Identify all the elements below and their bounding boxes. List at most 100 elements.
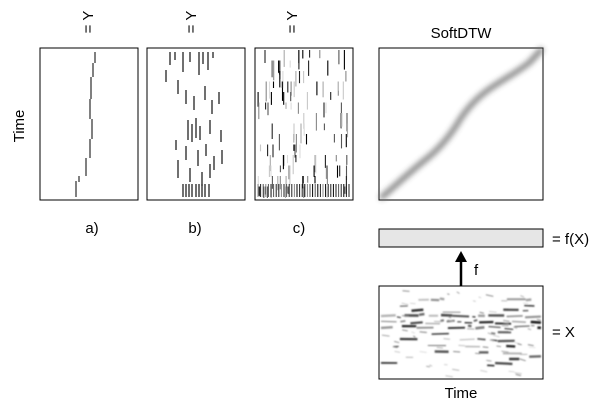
- panel-a-alignment: [39, 47, 139, 201]
- spectrogram-stroke: [519, 358, 526, 362]
- spectrogram-stroke: [478, 296, 482, 299]
- spectrogram-stroke: [506, 344, 516, 348]
- spectrogram-stroke: [401, 302, 409, 306]
- panel-b-y-label: = Y: [183, 11, 200, 34]
- spectrogram-stroke: [429, 364, 433, 367]
- spectrogram-stroke: [475, 352, 481, 355]
- spectrogram-stroke: [506, 315, 523, 318]
- spectrogram-stroke: [452, 368, 460, 371]
- spectrogram-frame: [378, 285, 544, 380]
- spectrogram-stroke: [488, 325, 501, 329]
- spectrogram-stroke: [527, 344, 534, 347]
- panel-b-caption: b): [188, 220, 201, 237]
- input-spectrogram: [378, 285, 544, 380]
- spectrogram-stroke: [486, 359, 490, 362]
- panel-c-alignment: [254, 47, 354, 201]
- spectrogram-stroke: [517, 343, 522, 346]
- spectrogram-stroke: [487, 332, 493, 335]
- spectrogram-stroke: [411, 331, 416, 334]
- panel-b-frame: [146, 47, 246, 201]
- spectrogram-stroke: [492, 334, 500, 338]
- x-label: = X: [552, 324, 575, 341]
- spectrogram-stroke: [527, 328, 532, 331]
- spectrogram-stroke: [530, 320, 542, 324]
- spectrogram-stroke: [380, 314, 396, 318]
- fx-feature-bar: [378, 228, 544, 248]
- spectrogram-stroke: [443, 338, 451, 340]
- spectrogram-stroke: [401, 315, 410, 317]
- panel-a-caption: a): [85, 220, 98, 237]
- spectrogram-stroke: [380, 320, 397, 323]
- spectrogram-stroke: [413, 335, 416, 338]
- mapping-f-label: f: [474, 262, 479, 279]
- spectrogram-stroke: [381, 334, 390, 337]
- panel-b-alignment-marks: [165, 52, 223, 197]
- time-axis-label-vertical: Time: [11, 110, 28, 143]
- spectrogram-stroke: [477, 337, 486, 341]
- spectrogram-stroke: [501, 350, 509, 353]
- softdtw-soft-path: [379, 47, 544, 200]
- spectrogram-stroke: [514, 325, 530, 328]
- spectrogram-stroke: [525, 315, 541, 319]
- spectrogram-stroke: [473, 319, 478, 322]
- panel-c-alignment-marks: [257, 50, 350, 198]
- spectrogram-stroke: [447, 293, 450, 296]
- spectrogram-stroke: [520, 295, 525, 298]
- spectrogram-stroke: [490, 332, 496, 335]
- spectrogram-stroke: [536, 319, 542, 321]
- spectrogram-stroke: [402, 290, 410, 292]
- spectrogram-stroke: [480, 369, 488, 373]
- spectrogram-stroke: [447, 319, 454, 323]
- spectrogram-stroke: [458, 344, 466, 347]
- spectrogram-stroke: [504, 327, 514, 331]
- spectrogram-stroke: [410, 302, 416, 305]
- panel-a-alignment-marks: [75, 52, 96, 197]
- panel-b-alignment: [146, 47, 246, 201]
- spectrogram-stroke: [411, 308, 424, 312]
- spectrogram-stroke: [452, 314, 470, 318]
- spectrogram-stroke: [514, 372, 522, 375]
- spectrogram-stroke: [475, 326, 485, 330]
- spectrogram-stroke: [380, 326, 393, 330]
- spectrogram-stroke: [459, 338, 475, 341]
- time-axis-label-bottom: Time: [445, 385, 478, 402]
- spectrogram-stroke: [400, 320, 406, 323]
- spectrogram-stroke: [508, 370, 515, 373]
- spectrogram-stroke: [467, 324, 472, 328]
- spectrogram-stroke: [503, 322, 509, 325]
- spectrogram-stroke: [453, 351, 461, 353]
- spectrogram-stroke: [525, 298, 532, 302]
- spectrogram-stroke: [394, 350, 401, 353]
- spectrogram-stroke: [419, 331, 427, 334]
- spectrogram-stroke: [511, 320, 526, 323]
- spectrogram-stroke: [496, 345, 502, 348]
- spectrogram-stroke: [445, 375, 453, 378]
- spectrogram-stroke: [523, 302, 529, 305]
- spectrogram-stroke: [489, 339, 495, 342]
- spectrogram-stroke: [394, 340, 400, 344]
- spectrogram-stroke: [495, 361, 513, 366]
- spectrogram-texture: [380, 290, 542, 378]
- spectrogram-stroke: [402, 329, 408, 332]
- panel-c-caption: c): [293, 220, 306, 237]
- spectrogram-stroke: [426, 365, 431, 368]
- spectrogram-stroke: [479, 311, 485, 314]
- spectrogram-stroke: [447, 315, 452, 319]
- panel-c-y-label: = Y: [284, 11, 301, 34]
- spectrogram-stroke: [440, 319, 445, 323]
- spectrogram-stroke: [472, 300, 476, 302]
- spectrogram-stroke: [396, 316, 401, 319]
- spectrogram-stroke: [436, 346, 443, 349]
- panel-a-frame: [39, 47, 139, 201]
- spectrogram-stroke: [456, 291, 460, 295]
- spectrogram-stroke: [392, 346, 398, 349]
- spectrogram-stroke: [515, 373, 522, 377]
- panel-a-y-label: = Y: [80, 11, 97, 34]
- spectrogram-stroke: [439, 297, 445, 301]
- fx-label: = f(X): [552, 231, 589, 248]
- spectrogram-stroke: [524, 304, 535, 307]
- spectrogram-stroke: [485, 294, 494, 297]
- spectrogram-stroke: [418, 312, 425, 317]
- mapping-f-arrow: [455, 251, 467, 286]
- softdtw-matrix: [378, 47, 544, 201]
